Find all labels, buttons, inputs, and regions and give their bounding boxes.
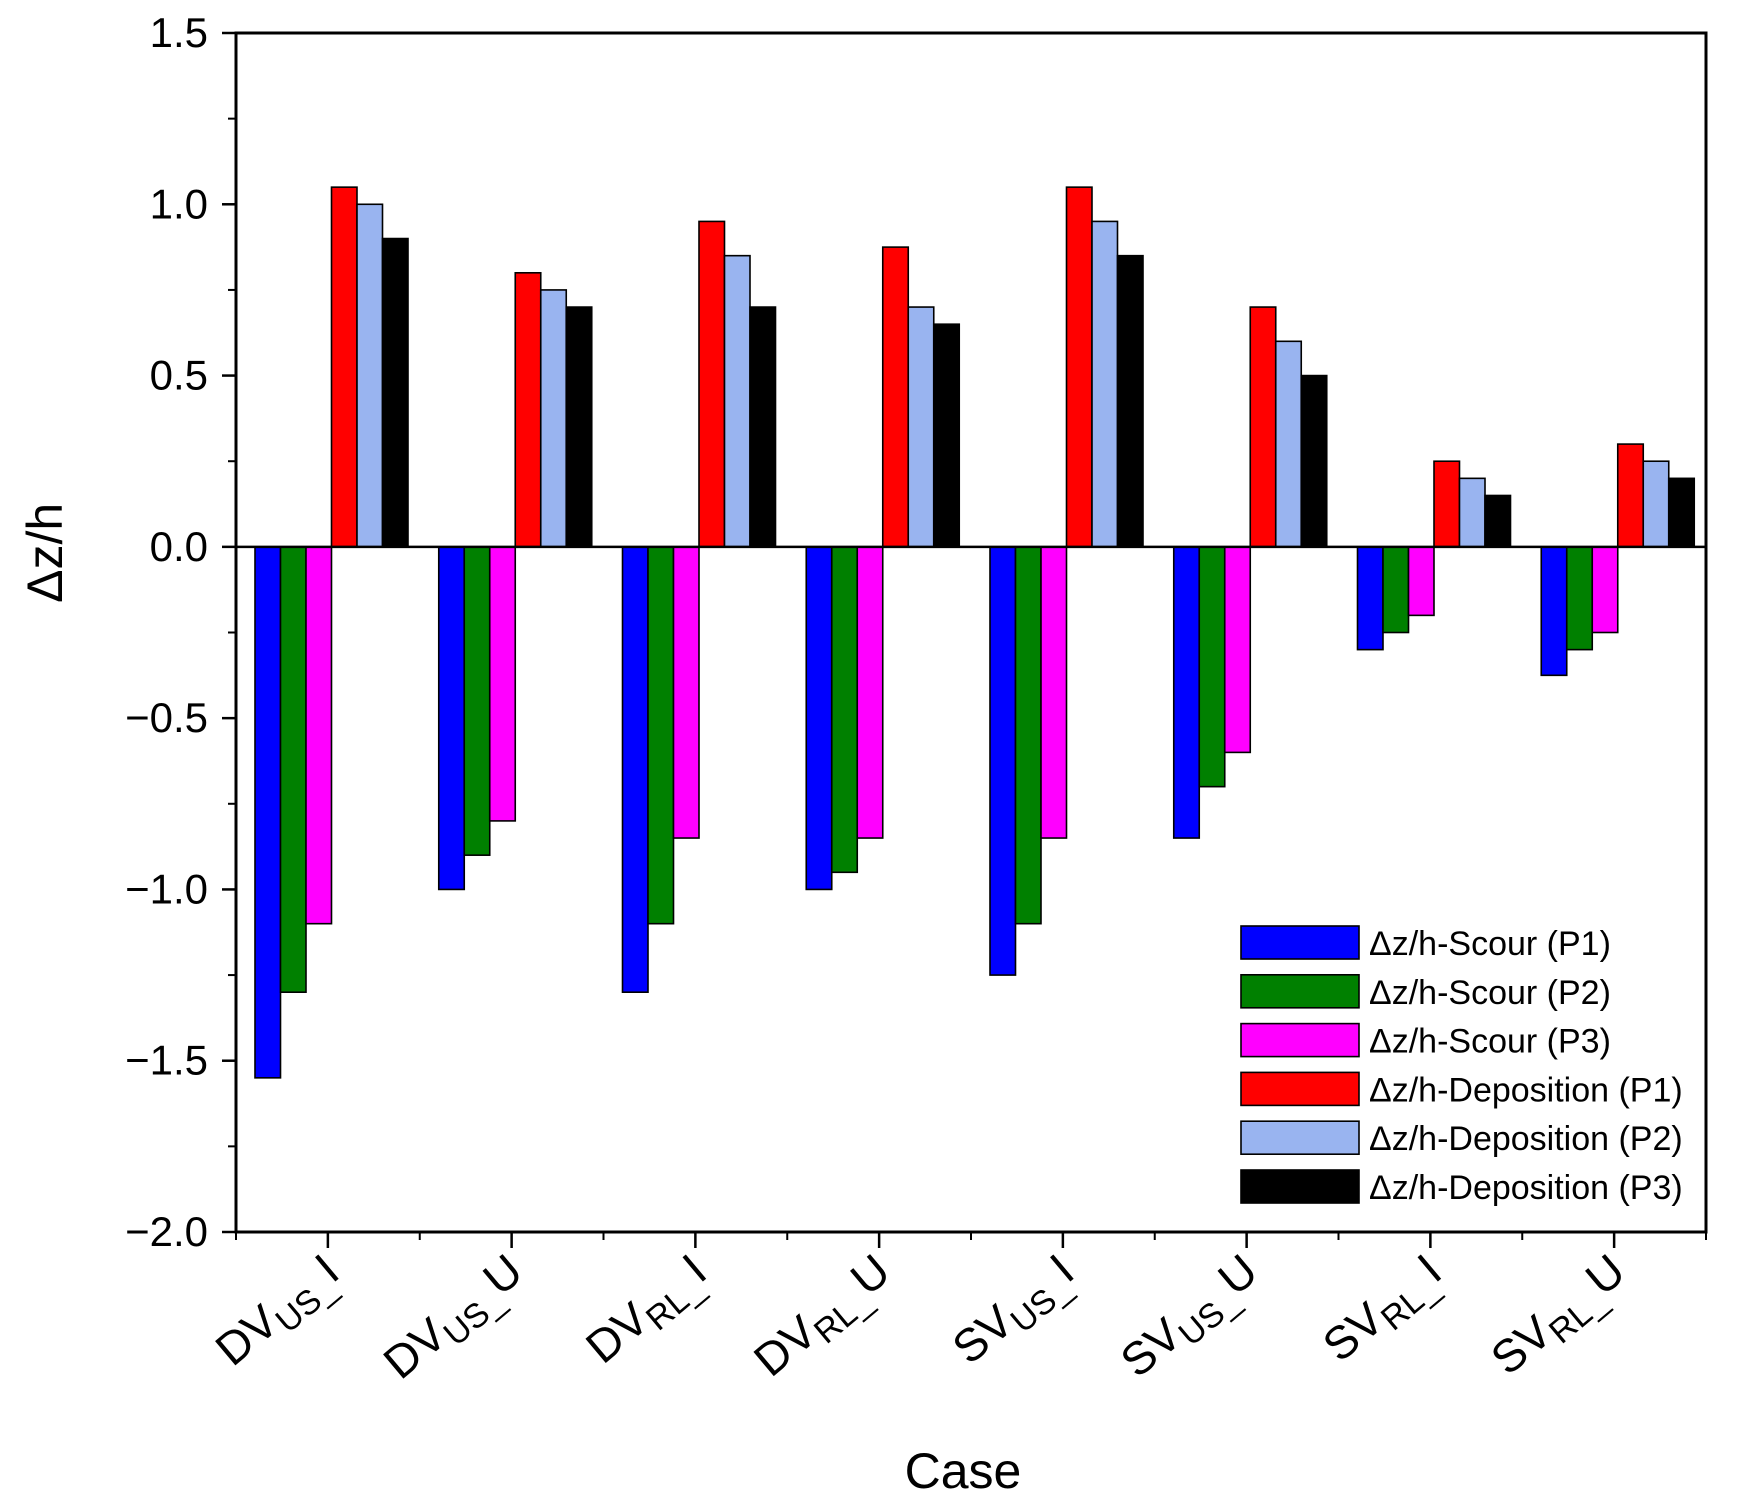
bar-5-cat-8 (1642, 460, 1670, 548)
y-tick-label: −0.5 (125, 694, 208, 741)
legend-label-5: Δz/h-Deposition (P2) (1369, 1120, 1683, 1158)
bar-1-cat-8 (1540, 546, 1568, 677)
legend-swatch-2 (1240, 973, 1360, 1009)
bars-layer (254, 186, 1696, 1079)
bar-5-cat-4 (907, 306, 935, 548)
legend-swatch-6 (1240, 1169, 1360, 1204)
bar-1-cat-2 (437, 546, 466, 891)
bar-6-cat-3 (749, 306, 777, 548)
bar-2-cat-3 (647, 546, 675, 925)
bar-6-cat-5 (1116, 254, 1144, 548)
bar-4-cat-6 (1249, 306, 1277, 548)
y-axis-title: Δz/h (17, 503, 73, 603)
x-category-label: DVRL_I (576, 1244, 721, 1379)
legend-label-3: Δz/h-Scour (P3) (1369, 1023, 1611, 1061)
bar-2-cat-8 (1565, 546, 1594, 651)
bar-5-cat-6 (1274, 340, 1303, 548)
x-category-label: DVRL_U (744, 1244, 905, 1392)
legend-swatch-3 (1240, 1022, 1360, 1058)
bar-6-cat-1 (381, 237, 409, 548)
bar-4-cat-4 (881, 246, 910, 548)
bar-5-cat-1 (356, 203, 384, 548)
legend-swatch-1 (1240, 925, 1360, 960)
bar-2-cat-6 (1198, 546, 1226, 788)
bar-6-cat-8 (1667, 477, 1696, 548)
bar-1-cat-6 (1172, 546, 1201, 839)
y-tick-label: −1.5 (125, 1037, 208, 1084)
x-category-label: DVUS_I (205, 1244, 353, 1382)
bar-3-cat-8 (1591, 546, 1619, 634)
y-tick-label: 0.0 (150, 523, 208, 570)
bar-1-cat-3 (621, 546, 649, 993)
x-category-label: SVUS_U (1110, 1244, 1272, 1393)
x-category-label: SVRL_U (1481, 1244, 1640, 1391)
bar-2-cat-7 (1382, 546, 1410, 634)
y-tick-label: −2.0 (125, 1208, 208, 1255)
y-tick-label: 0.5 (150, 352, 208, 399)
bar-2-cat-1 (279, 546, 307, 993)
bar-2-cat-2 (463, 546, 491, 856)
legend: Δz/h-Scour (P1) Δz/h-Scour (P2) Δz/h-Scour… (1240, 925, 1683, 1207)
legend-label-2: Δz/h-Scour (P2) (1369, 974, 1611, 1012)
axis-ticks (222, 31, 1707, 1248)
bar-2-cat-5 (1014, 546, 1042, 925)
bar-3-cat-7 (1407, 546, 1435, 617)
bar-5-cat-3 (723, 254, 751, 548)
bar-5-cat-7 (1458, 477, 1486, 548)
bar-3-cat-3 (672, 546, 700, 839)
bar-3-cat-6 (1223, 546, 1252, 754)
bar-3-cat-1 (305, 546, 333, 925)
bar-4-cat-1 (330, 186, 358, 548)
bar-4-cat-5 (1065, 186, 1093, 548)
y-axis-tick-labels: −2.0 −1.5 −1.0 −0.5 0.0 0.5 1.0 1.5 (125, 9, 208, 1255)
legend-label-1: Δz/h-Scour (P1) (1369, 925, 1611, 963)
legend-label-4: Δz/h-Deposition (P1) (1369, 1071, 1683, 1109)
legend-swatch-4 (1240, 1071, 1360, 1107)
bar-3-cat-5 (1040, 546, 1068, 839)
bar-4-cat-7 (1433, 460, 1461, 548)
bar-6-cat-4 (932, 323, 961, 548)
x-category-label: DVUS_U (374, 1244, 538, 1395)
y-tick-label: 1.0 (150, 180, 208, 227)
bar-3-cat-2 (488, 546, 517, 822)
y-tick-label: 1.5 (150, 9, 208, 56)
bar-1-cat-7 (1356, 546, 1384, 651)
bar-4-cat-2 (514, 271, 542, 548)
bar-4-cat-3 (698, 220, 726, 548)
legend-swatch-5 (1240, 1120, 1360, 1155)
bar-6-cat-6 (1300, 374, 1328, 548)
legend-label-6: Δz/h-Deposition (P3) (1369, 1169, 1683, 1207)
y-tick-label: −1.0 (125, 865, 208, 912)
bar-5-cat-2 (539, 289, 568, 548)
bar-6-cat-7 (1484, 494, 1512, 548)
bar-1-cat-1 (254, 546, 282, 1079)
bar-6-cat-2 (565, 306, 593, 548)
bar-3-cat-4 (856, 546, 884, 839)
bar-1-cat-4 (805, 546, 833, 891)
bar-2-cat-4 (830, 546, 859, 874)
x-category-label: SVRL_I (1313, 1244, 1456, 1378)
bar-5-cat-5 (1091, 220, 1119, 548)
x-axis-title: Case (905, 1443, 1022, 1499)
bar-4-cat-8 (1616, 443, 1645, 548)
bar-1-cat-5 (989, 546, 1017, 976)
x-category-label: SVUS_I (942, 1244, 1088, 1380)
